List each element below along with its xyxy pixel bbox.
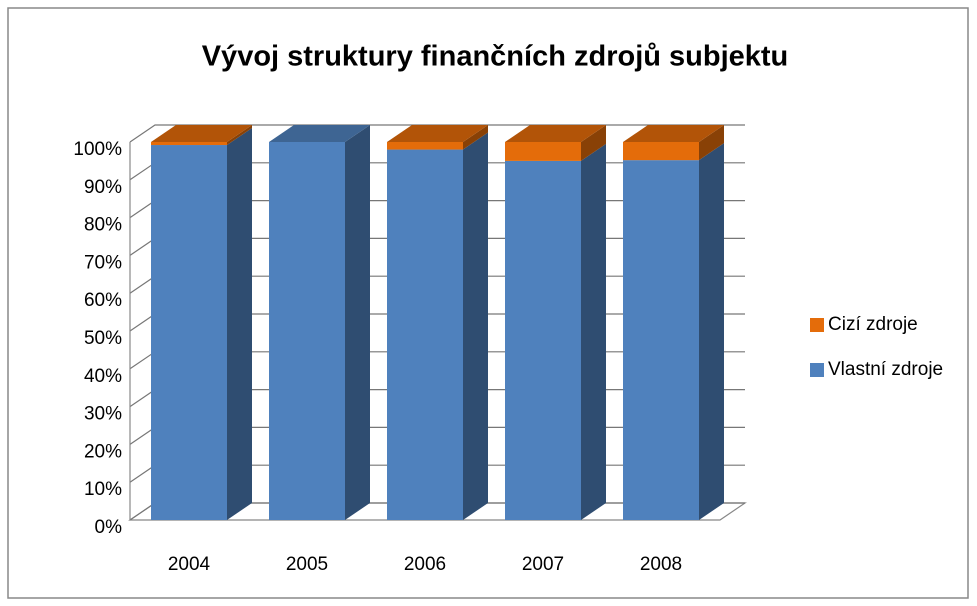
x-tick-label: 2008 [640,554,682,575]
bar-side [227,125,252,146]
legend-label: Cizí zdroje [828,314,918,335]
bar-side [463,132,488,520]
bar-side [699,143,724,521]
bar-top [269,125,370,142]
x-tick-label: 2007 [522,554,564,575]
y-tick-label: 40% [84,366,122,387]
bar-segment [623,160,699,521]
bar-side [581,125,606,161]
bar-segment [387,149,463,520]
bar-segment [151,142,227,146]
bar-top [387,125,488,142]
bar-side [581,143,606,520]
chart-title: Vývoj struktury finančních zdrojů subjek… [202,41,789,73]
y-tick-label: 10% [84,479,122,500]
y-tick-label: 60% [84,290,122,311]
bar-top [623,125,724,142]
bar-side [699,125,724,161]
bar-side [227,128,252,521]
y-tick-label: 80% [84,215,122,236]
legend-swatch [810,363,824,377]
bar-side [463,125,488,150]
bar-segment [505,142,581,161]
bar-segment [505,160,581,520]
bar-segment [387,142,463,150]
bar-segment [269,142,345,520]
y-tick-label: 90% [84,177,122,198]
x-tick-label: 2006 [404,554,446,575]
bar-top [505,125,606,142]
y-tick-label: 50% [84,328,122,349]
y-tick-label: 100% [73,139,122,160]
y-tick-label: 70% [84,252,122,273]
bar-segment [151,145,227,521]
legend-swatch [810,318,824,332]
y-tick-label: 0% [95,517,123,538]
x-tick-label: 2005 [286,554,328,575]
x-tick-label: 2004 [168,554,211,575]
bar-side [345,125,370,520]
y-tick-label: 30% [84,404,122,425]
y-tick-label: 20% [84,441,122,462]
bar-top [151,125,252,142]
legend-label: Vlastní zdroje [828,359,943,380]
bar-segment [623,142,699,161]
